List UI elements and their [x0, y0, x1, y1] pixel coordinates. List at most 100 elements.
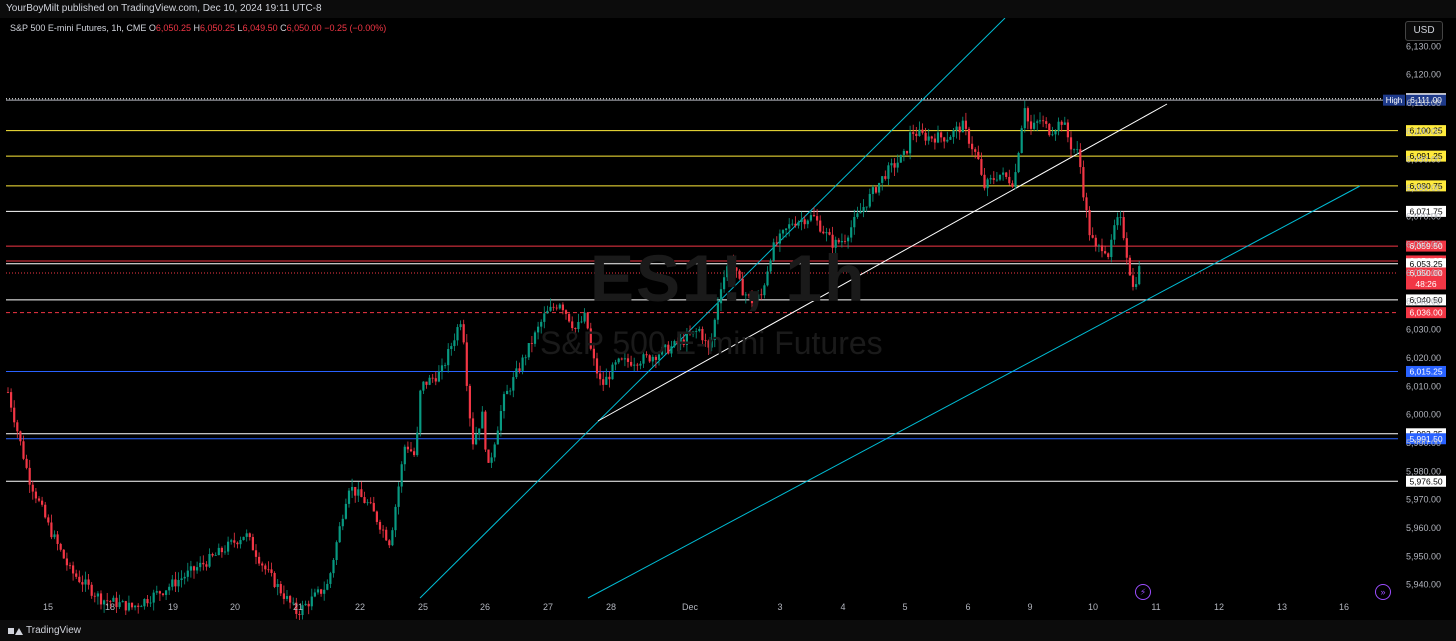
- candle-body: [320, 589, 323, 594]
- candle-body: [400, 464, 403, 487]
- candle-body: [896, 162, 899, 168]
- candle-body: [440, 365, 444, 372]
- price-chart[interactable]: 6,111.506,111.00High6,100.256,091.256,08…: [0, 18, 1456, 620]
- candle-body: [620, 358, 623, 360]
- candle-body: [158, 591, 161, 594]
- candle-body: [109, 601, 112, 602]
- candle-body: [499, 411, 502, 431]
- candle-body: [859, 211, 862, 214]
- candle-body: [661, 347, 664, 355]
- bolt-icon[interactable]: ⚡: [1135, 584, 1151, 600]
- candle-body: [1026, 108, 1029, 122]
- candle-body: [25, 458, 28, 468]
- candle-body: [713, 319, 716, 341]
- scroll-to-realtime-icon[interactable]: »: [1375, 584, 1391, 600]
- candle-body: [149, 602, 152, 604]
- candle-body: [577, 321, 580, 330]
- candle-body: [205, 564, 208, 567]
- candle-body: [65, 558, 68, 566]
- price-axis[interactable]: 6,130.00 6,120.00 6,110.00 6,100.00 6,090.00…: [1406, 41, 1441, 589]
- candle-body: [1048, 123, 1051, 136]
- price-tick-label: 5,940.00: [1406, 580, 1441, 590]
- candle-body: [850, 227, 853, 238]
- candle-body: [741, 278, 744, 296]
- candle-body: [865, 206, 868, 208]
- candle-body: [96, 593, 99, 597]
- candle-body: [81, 582, 84, 585]
- candle-body: [90, 584, 93, 596]
- candle-body: [112, 597, 115, 602]
- countdown-value: 48:26: [1415, 279, 1437, 289]
- candle-body: [285, 596, 289, 599]
- candle-body: [453, 340, 456, 347]
- candle-body: [496, 430, 499, 445]
- price-level-tag: [1406, 475, 1446, 487]
- candle-body: [1094, 237, 1097, 247]
- candle-body: [279, 584, 282, 594]
- candle-body: [10, 392, 13, 408]
- candle-body: [571, 321, 574, 329]
- candle-body: [168, 586, 171, 591]
- candle-body: [295, 602, 298, 614]
- candle-body: [351, 486, 354, 491]
- candle-body: [608, 376, 611, 380]
- candle-body: [490, 457, 493, 463]
- candle-body: [1069, 137, 1073, 150]
- candle-body: [943, 137, 946, 142]
- candle-body: [1033, 122, 1036, 129]
- candle-body: [726, 266, 729, 278]
- candle-body: [1060, 121, 1063, 125]
- candle-body: [444, 365, 447, 366]
- price-levels: 6,111.506,111.00High6,100.256,091.256,08…: [6, 93, 1446, 487]
- price-level-tag: [1406, 240, 1446, 252]
- candle-body: [698, 328, 701, 331]
- price-tick-label: 6,090.00: [1406, 155, 1441, 165]
- candle-body: [227, 541, 230, 552]
- open-label: O: [148, 23, 156, 33]
- candle-body: [1128, 257, 1131, 276]
- candle-body: [955, 126, 958, 131]
- candle-body: [1104, 251, 1107, 254]
- candle-body: [992, 178, 995, 180]
- candle-body: [946, 139, 949, 142]
- price-level-tag: [1406, 307, 1446, 319]
- candle-body: [887, 165, 890, 179]
- candle-body: [236, 542, 239, 545]
- price-level-value: 6,059.50: [1409, 241, 1442, 251]
- candle-body: [750, 295, 754, 304]
- currency-button[interactable]: USD: [1405, 21, 1443, 41]
- candle-body: [99, 593, 103, 605]
- price-level-tag: [1406, 433, 1446, 445]
- candle-body: [1131, 275, 1135, 287]
- candle-body: [1036, 121, 1039, 123]
- candle-body: [729, 262, 732, 267]
- tradingview-logo: TradingView: [8, 620, 81, 641]
- candle-body: [270, 569, 273, 573]
- candle-body: [47, 517, 50, 523]
- candle-body: [986, 179, 989, 189]
- candle-body: [884, 176, 887, 179]
- candle-body: [301, 605, 304, 616]
- candle-body: [471, 418, 475, 445]
- candle-body: [267, 569, 270, 571]
- candle-body: [310, 596, 313, 607]
- candle-body: [1038, 120, 1042, 122]
- candle-body: [837, 239, 840, 243]
- candle-body: [223, 551, 227, 553]
- time-tick-label: 13: [1277, 602, 1287, 612]
- price-tick-label: 6,080.00: [1406, 183, 1441, 193]
- candle-body: [72, 565, 75, 574]
- candle-body: [161, 593, 165, 595]
- candle-body: [22, 441, 25, 459]
- time-tick-label: 3: [777, 602, 782, 612]
- candle-body: [431, 377, 434, 379]
- time-axis[interactable]: 15 18 19 20 21 22 25 26 27 28 Dec 3 4 5 6 9 10 11 12 13 16: [43, 602, 1349, 612]
- candle-body: [347, 490, 351, 504]
- low-label: L: [237, 23, 243, 33]
- price-level-tag: [1406, 94, 1446, 106]
- candle-body: [924, 132, 927, 141]
- candle-body: [233, 540, 236, 543]
- price-level-tag: [1406, 180, 1446, 192]
- candle-body: [1063, 122, 1066, 125]
- candle-body: [298, 613, 301, 616]
